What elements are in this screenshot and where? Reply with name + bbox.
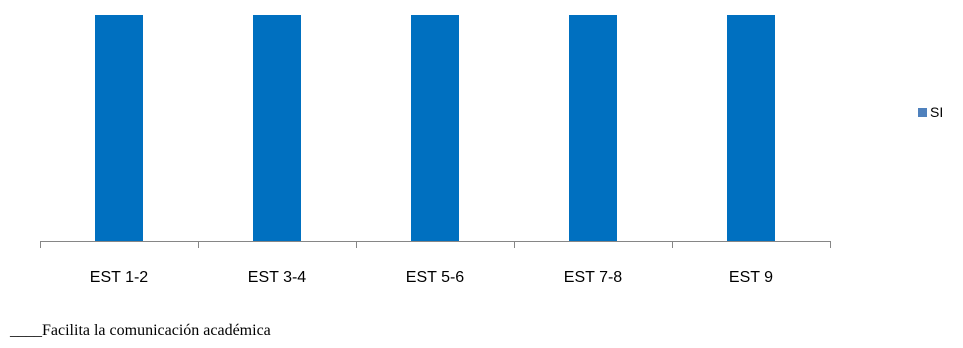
legend: SI — [918, 104, 943, 120]
bar-chart: EST 1-2 EST 3-4 EST 5-6 EST 7-8 EST 9 — [40, 15, 831, 286]
bar-est-1-2 — [95, 15, 143, 241]
bars-group — [95, 15, 775, 241]
chart-caption: ____Facilita la comunicación académica — [10, 322, 271, 339]
x-tick-label: EST 9 — [729, 269, 773, 286]
bar-est-7-8 — [569, 15, 617, 241]
legend-label-si: SI — [930, 104, 944, 120]
bar-est-3-4 — [253, 15, 301, 241]
x-tick-label: EST 5-6 — [406, 269, 465, 286]
x-tick-label: EST 1-2 — [90, 269, 149, 286]
bar-est-9 — [727, 15, 775, 241]
chart-area: EST 1-2 EST 3-4 EST 5-6 EST 7-8 EST 9 SI — [40, 15, 943, 286]
x-tick-label: EST 7-8 — [564, 269, 623, 286]
x-axis — [40, 241, 831, 248]
bar-est-5-6 — [411, 15, 459, 241]
x-tick-label: EST 3-4 — [248, 269, 307, 286]
x-tick-labels: EST 1-2 EST 3-4 EST 5-6 EST 7-8 EST 9 — [90, 269, 773, 286]
legend-swatch — [918, 107, 927, 117]
